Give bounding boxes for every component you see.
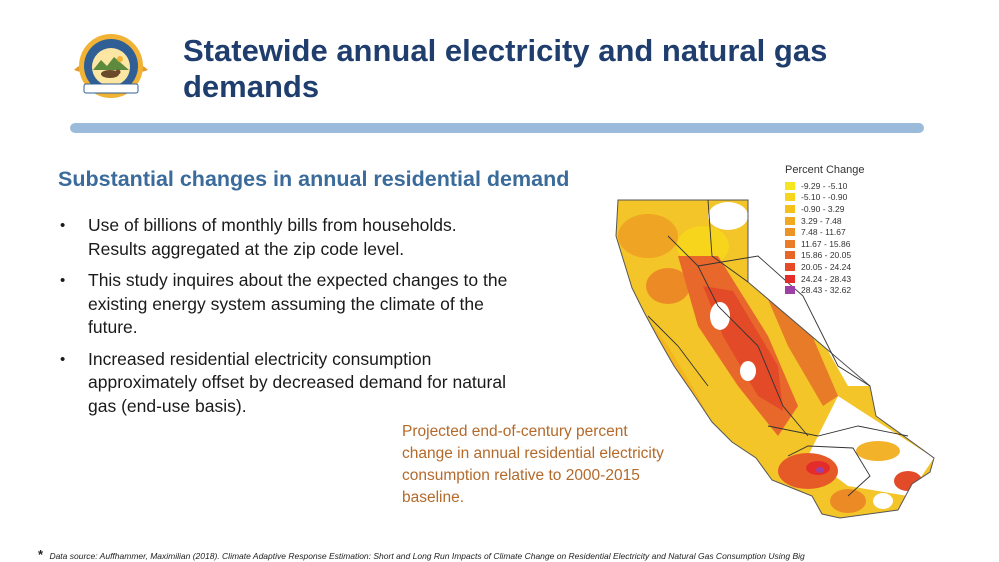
bullet-icon: • [60, 272, 66, 289]
title-divider [70, 123, 924, 133]
bullet-text: Increased residential electricity consum… [88, 348, 506, 416]
legend-swatch [785, 251, 795, 260]
legend-title: Percent Change [785, 164, 865, 176]
legend-swatch [785, 181, 795, 190]
legend-item: 15.86 - 20.05 [781, 250, 891, 262]
seal-icon [74, 34, 148, 98]
footnote-asterisk: * [38, 548, 44, 562]
legend-label: -0.90 - 3.29 [801, 203, 845, 214]
bullet-item: • Increased residential electricity cons… [58, 348, 518, 419]
legend-label: 15.86 - 20.05 [801, 250, 852, 261]
legend-swatch [785, 239, 795, 248]
legend-item: -9.29 - -5.10 [781, 180, 891, 192]
legend-label: 28.43 - 32.62 [801, 285, 852, 296]
legend-swatch [785, 274, 795, 283]
legend-item: -5.10 - -0.90 [781, 192, 891, 204]
legend-label: 20.05 - 24.24 [801, 261, 852, 272]
map-caption: Projected end-of-century percent change … [402, 423, 664, 506]
bullet-list: • Use of billions of monthly bills from … [58, 214, 518, 426]
map-legend: Percent Change -9.29 - -5.10 -5.10 - -0.9… [781, 164, 891, 296]
bullet-icon: • [60, 350, 66, 368]
energy-commission-logo [70, 30, 152, 102]
legend-label: 11.67 - 15.86 [801, 238, 851, 249]
legend-swatch [785, 228, 795, 237]
footnote-title: Climate Adaptive Response Estimation: Sh… [222, 551, 805, 561]
bullet-item: • Use of billions of monthly bills from … [58, 214, 518, 261]
legend-label: -5.10 - -0.90 [801, 192, 848, 203]
legend-label: 24.24 - 28.43 [801, 273, 852, 284]
footnote-source: Data source: Auffhammer, Maximilian (201… [49, 551, 220, 561]
california-map [608, 196, 944, 530]
legend-item: -0.90 - 3.29 [781, 203, 891, 215]
legend-item: 7.48 - 11.67 [781, 226, 891, 238]
bullet-text: This study inquires about the expected c… [88, 270, 508, 337]
legend-swatch [785, 262, 795, 271]
bullet-text: Use of billions of monthly bills from ho… [88, 215, 457, 259]
legend-item: 3.29 - 7.48 [781, 215, 891, 227]
legend-label: 3.29 - 7.48 [801, 215, 842, 226]
legend-swatch [785, 193, 795, 202]
footnote: * Data source: Auffhammer, Maximilian (2… [38, 548, 998, 562]
legend-swatch [785, 216, 795, 225]
section-subtitle: Substantial changes in annual residentia… [58, 167, 570, 191]
bullet-item: • This study inquires about the expected… [58, 269, 518, 340]
legend-item: 28.43 - 32.62 [781, 284, 891, 296]
bullet-icon: • [60, 217, 66, 234]
legend-item: 24.24 - 28.43 [781, 273, 891, 285]
california-map-graphic [615, 199, 935, 519]
legend-swatch [785, 286, 795, 295]
legend-label: 7.48 - 11.67 [801, 227, 846, 238]
page-title: Statewide annual electricity and natural… [183, 33, 828, 104]
legend-label: -9.29 - -5.10 [801, 180, 848, 191]
legend-swatch [785, 204, 795, 213]
legend-item: 11.67 - 15.86 [781, 238, 891, 250]
legend-items: -9.29 - -5.10 -5.10 - -0.90 -0.90 - 3.29 3.… [781, 180, 891, 296]
legend-item: 20.05 - 24.24 [781, 261, 891, 273]
